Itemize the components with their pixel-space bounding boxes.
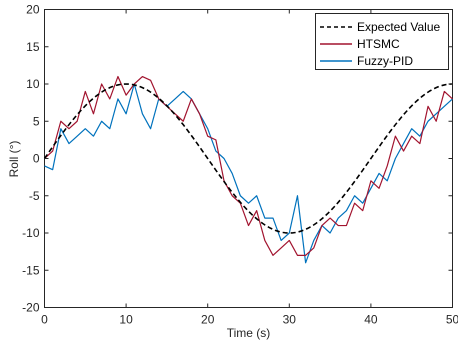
y-tick-label: 10 xyxy=(26,77,40,91)
y-tick-label: -15 xyxy=(22,263,40,277)
y-tick-label: 15 xyxy=(26,40,40,54)
legend-label-expected: Expected Value xyxy=(357,20,440,34)
x-tick-label: 10 xyxy=(119,313,133,327)
x-tick-label: 40 xyxy=(364,313,378,327)
legend: Expected Value HTSMC Fuzzy-PID xyxy=(315,13,449,70)
legend-box xyxy=(315,13,449,70)
y-tick-label: 0 xyxy=(33,152,40,166)
x-tick-label: 50 xyxy=(446,313,458,327)
x-tick-label: 20 xyxy=(201,313,215,327)
y-tick-label: -20 xyxy=(22,301,40,315)
y-tick-label: 5 xyxy=(33,114,40,128)
tick-layer xyxy=(44,9,453,308)
y-axis-title: Roll (°) xyxy=(7,141,21,178)
series-fuzzy-pid-line xyxy=(44,83,453,264)
y-tick-label: -5 xyxy=(29,189,40,203)
x-axis-title: Time (s) xyxy=(227,326,271,340)
series-expected-value-line xyxy=(43,83,453,234)
x-tick-label: 0 xyxy=(41,313,48,327)
series-htsmc-line xyxy=(44,75,453,256)
y-tick-label: 20 xyxy=(26,3,40,17)
series-layer xyxy=(43,75,453,264)
legend-label-htsmc: HTSMC xyxy=(357,37,400,51)
tick-label-layer: 0 10 20 30 40 50 -20 -15 -10 -5 0 5 10 15 20 xyxy=(22,3,458,327)
legend-label-fuzzy: Fuzzy-PID xyxy=(357,54,413,68)
y-tick-label: -10 xyxy=(22,226,40,240)
x-tick-label: 30 xyxy=(283,313,297,327)
